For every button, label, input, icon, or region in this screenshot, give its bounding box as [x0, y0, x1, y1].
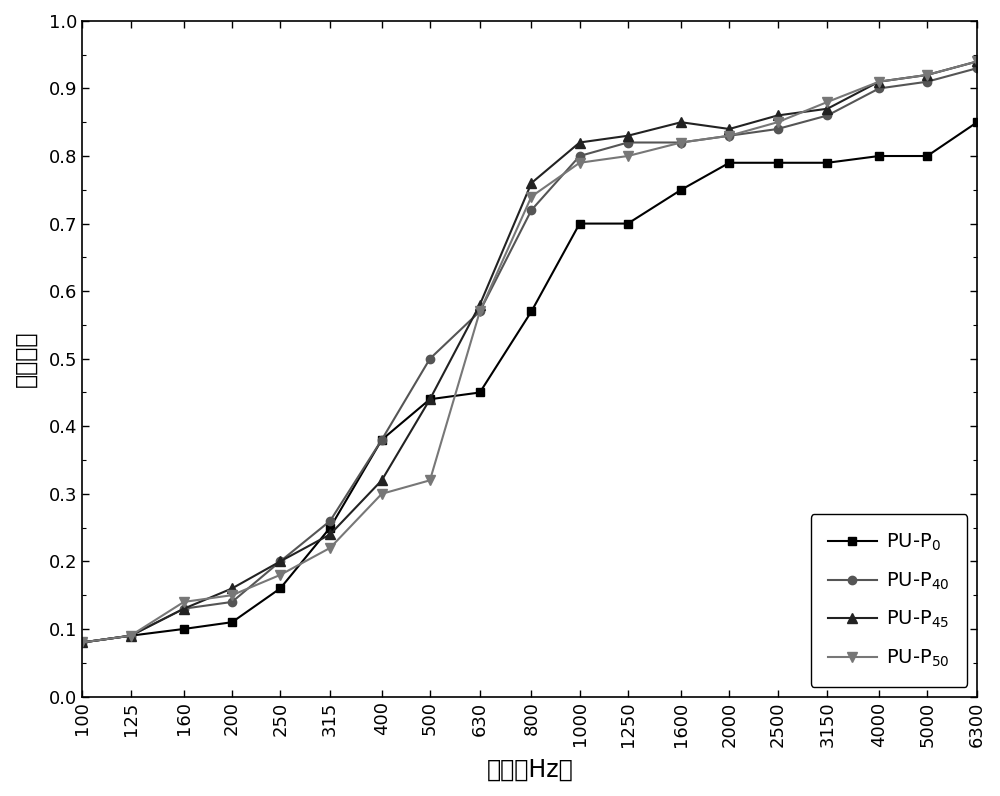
PU-P$_{50}$ [178, 597, 190, 607]
PU-P$_{45}$ [226, 583, 238, 593]
PU-P$_{40}$ [525, 205, 537, 215]
PU-P$_{0}$ [971, 118, 983, 127]
PU-P$_{0}$ [474, 388, 486, 397]
PU-P$_{40}$ [474, 306, 486, 316]
PU-P$_{50}$ [921, 70, 933, 80]
PU-P$_{45}$ [76, 638, 88, 647]
Line: PU-P$_{0}$: PU-P$_{0}$ [78, 118, 981, 646]
PU-P$_{45}$ [821, 104, 833, 114]
PU-P$_{50}$ [525, 192, 537, 201]
PU-P$_{50}$ [125, 631, 137, 641]
PU-P$_{50}$ [873, 77, 885, 87]
PU-P$_{50}$ [324, 543, 336, 552]
PU-P$_{0}$ [424, 395, 436, 404]
PU-P$_{0}$ [772, 158, 784, 167]
PU-P$_{50}$ [274, 570, 286, 579]
PU-P$_{0}$ [226, 618, 238, 627]
PU-P$_{0}$ [675, 185, 687, 194]
PU-P$_{50}$ [474, 306, 486, 316]
PU-P$_{45}$ [622, 131, 634, 141]
PU-P$_{45}$ [723, 124, 735, 134]
PU-P$_{40}$ [76, 638, 88, 647]
PU-P$_{50}$ [723, 131, 735, 141]
PU-P$_{40}$ [274, 556, 286, 566]
PU-P$_{40}$ [178, 604, 190, 614]
PU-P$_{45}$ [675, 118, 687, 127]
PU-P$_{0}$ [574, 219, 586, 228]
PU-P$_{0}$ [525, 306, 537, 316]
PU-P$_{0}$ [723, 158, 735, 167]
PU-P$_{45}$ [324, 529, 336, 539]
PU-P$_{0}$ [376, 435, 388, 444]
Y-axis label: 吸声系数: 吸声系数 [14, 330, 38, 387]
PU-P$_{40}$ [772, 124, 784, 134]
PU-P$_{50}$ [226, 591, 238, 600]
PU-P$_{40}$ [675, 138, 687, 147]
PU-P$_{0}$ [821, 158, 833, 167]
PU-P$_{45}$ [424, 395, 436, 404]
PU-P$_{0}$ [125, 631, 137, 641]
PU-P$_{40}$ [574, 151, 586, 161]
PU-P$_{0}$ [274, 583, 286, 593]
PU-P$_{40}$ [723, 131, 735, 141]
PU-P$_{45}$ [525, 178, 537, 188]
PU-P$_{0}$ [921, 151, 933, 161]
PU-P$_{45}$ [873, 77, 885, 87]
PU-P$_{40}$ [376, 435, 388, 444]
PU-P$_{45}$ [772, 111, 784, 120]
PU-P$_{0}$ [76, 638, 88, 647]
PU-P$_{50}$ [376, 489, 388, 498]
X-axis label: 频率（Hz）: 频率（Hz） [486, 758, 573, 782]
PU-P$_{45}$ [574, 138, 586, 147]
PU-P$_{40}$ [424, 354, 436, 364]
PU-P$_{50}$ [574, 158, 586, 167]
PU-P$_{40}$ [324, 516, 336, 525]
PU-P$_{40}$ [125, 631, 137, 641]
PU-P$_{40}$ [971, 64, 983, 73]
Line: PU-P$_{50}$: PU-P$_{50}$ [77, 57, 982, 647]
PU-P$_{40}$ [622, 138, 634, 147]
PU-P$_{50}$ [821, 97, 833, 107]
PU-P$_{50}$ [772, 118, 784, 127]
PU-P$_{40}$ [226, 597, 238, 607]
PU-P$_{45}$ [178, 604, 190, 614]
PU-P$_{50}$ [76, 638, 88, 647]
PU-P$_{50}$ [622, 151, 634, 161]
PU-P$_{0}$ [324, 523, 336, 533]
PU-P$_{50}$ [424, 475, 436, 485]
PU-P$_{0}$ [178, 624, 190, 634]
PU-P$_{0}$ [873, 151, 885, 161]
Line: PU-P$_{45}$: PU-P$_{45}$ [77, 57, 982, 647]
PU-P$_{45}$ [125, 631, 137, 641]
PU-P$_{45}$ [274, 556, 286, 566]
PU-P$_{45}$ [376, 475, 388, 485]
PU-P$_{40}$ [821, 111, 833, 120]
Legend: PU-P$_{0}$, PU-P$_{40}$, PU-P$_{45}$, PU-P$_{50}$: PU-P$_{0}$, PU-P$_{40}$, PU-P$_{45}$, PU… [811, 514, 967, 687]
PU-P$_{45}$ [921, 70, 933, 80]
PU-P$_{50}$ [675, 138, 687, 147]
Line: PU-P$_{40}$: PU-P$_{40}$ [78, 64, 981, 646]
PU-P$_{45}$ [971, 57, 983, 66]
PU-P$_{0}$ [622, 219, 634, 228]
PU-P$_{50}$ [971, 57, 983, 66]
PU-P$_{45}$ [474, 300, 486, 310]
PU-P$_{40}$ [873, 84, 885, 93]
PU-P$_{40}$ [921, 77, 933, 87]
